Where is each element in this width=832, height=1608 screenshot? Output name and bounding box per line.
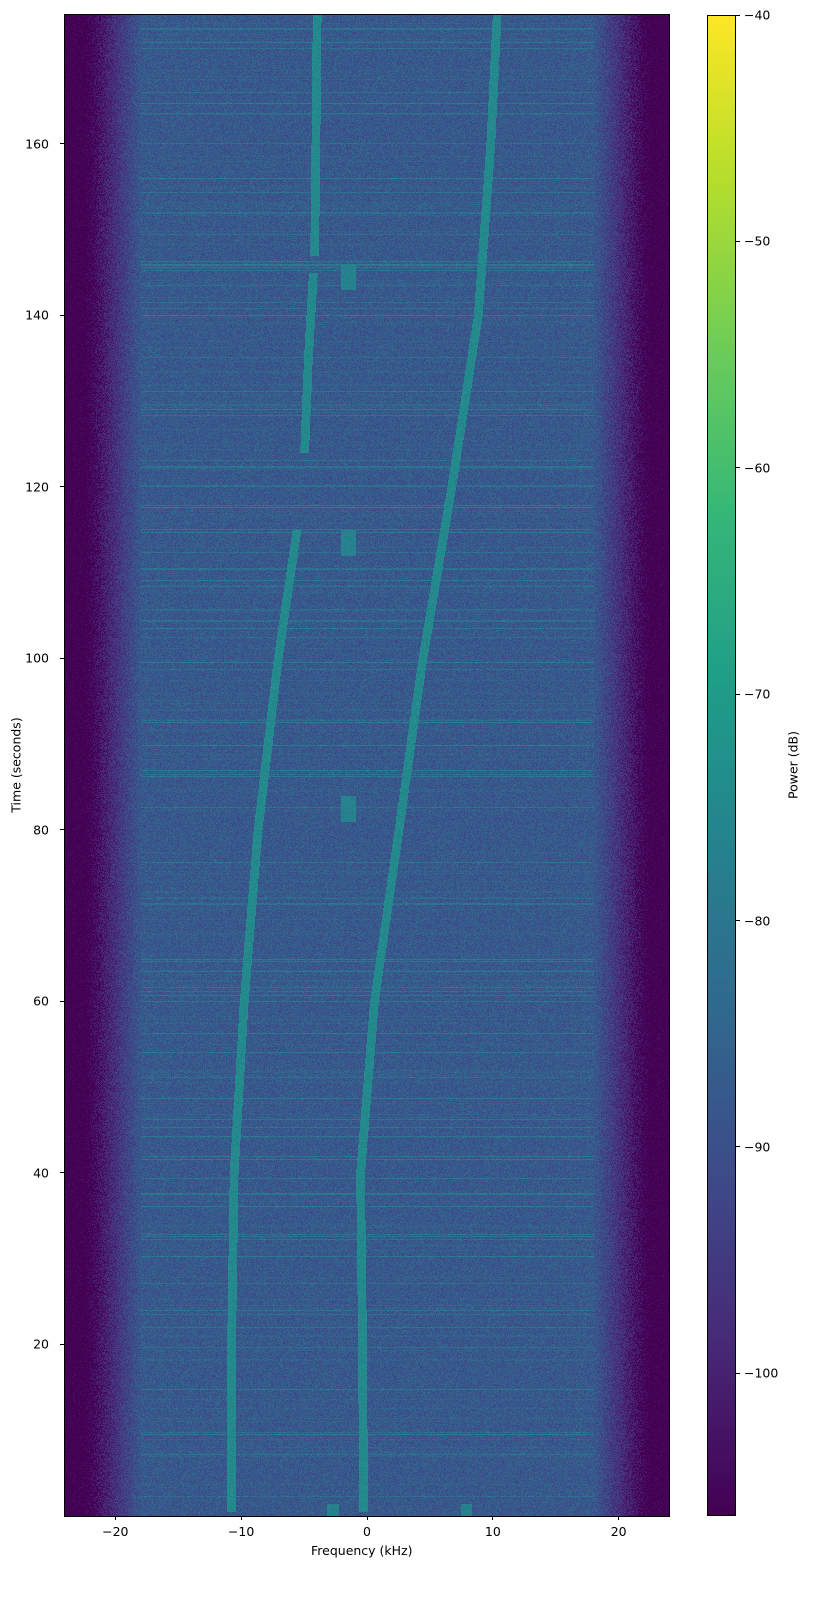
colorbar-tick-label: −40 bbox=[744, 7, 771, 23]
y-tick-label: 60 bbox=[33, 993, 49, 1009]
x-tick-mark bbox=[618, 1516, 620, 1520]
x-tick-label: −20 bbox=[102, 1524, 129, 1539]
colorbar-tick-label: −60 bbox=[744, 460, 771, 476]
colorbar-tick-label: −90 bbox=[744, 1139, 771, 1155]
colorbar-tick-mark bbox=[736, 14, 740, 16]
y-tick-mark bbox=[60, 1172, 64, 1174]
y-tick-mark bbox=[60, 486, 64, 488]
colorbar-tick-mark bbox=[736, 1372, 740, 1374]
y-tick-label: 40 bbox=[33, 1165, 49, 1181]
x-tick-label: 10 bbox=[484, 1524, 501, 1539]
y-tick-label: 140 bbox=[25, 307, 49, 323]
x-tick-mark bbox=[240, 1516, 242, 1520]
x-tick-mark bbox=[492, 1516, 494, 1520]
y-tick-mark bbox=[60, 1000, 64, 1002]
colorbar-label: Power (dB) bbox=[785, 730, 801, 800]
y-tick-label: 80 bbox=[33, 822, 49, 838]
x-tick-label: 20 bbox=[610, 1524, 627, 1539]
y-tick-mark bbox=[60, 314, 64, 316]
y-tick-mark bbox=[60, 829, 64, 831]
colorbar-tick-label: −100 bbox=[744, 1365, 779, 1381]
colorbar-tick-mark bbox=[736, 1146, 740, 1148]
colorbar-tick-mark bbox=[736, 693, 740, 695]
x-tick-label: 0 bbox=[363, 1524, 371, 1539]
colorbar-tick-mark bbox=[736, 240, 740, 242]
colorbar-tick-mark bbox=[736, 467, 740, 469]
spectrogram-heatmap bbox=[65, 15, 669, 1516]
y-tick-mark bbox=[60, 657, 64, 659]
x-tick-mark bbox=[366, 1516, 368, 1520]
spectrogram-plot-area bbox=[65, 15, 669, 1516]
y-tick-label: 20 bbox=[33, 1336, 49, 1352]
x-axis-label: Frequency (kHz) bbox=[311, 1543, 413, 1558]
y-axis-label: Time (seconds) bbox=[8, 717, 24, 813]
x-tick-label: −10 bbox=[227, 1524, 255, 1539]
colorbar bbox=[707, 15, 736, 1516]
colorbar-tick-mark bbox=[736, 920, 740, 922]
y-tick-label: 160 bbox=[25, 136, 49, 152]
y-tick-mark bbox=[60, 143, 64, 145]
colorbar-tick-label: −70 bbox=[744, 686, 771, 702]
y-tick-label: 120 bbox=[25, 479, 49, 495]
plot-frame bbox=[64, 14, 670, 1517]
y-tick-label: 100 bbox=[25, 650, 49, 666]
colorbar-tick-label: −80 bbox=[744, 913, 771, 929]
y-tick-mark bbox=[60, 1343, 64, 1345]
x-tick-mark bbox=[114, 1516, 116, 1520]
colorbar-tick-label: −50 bbox=[744, 233, 771, 249]
